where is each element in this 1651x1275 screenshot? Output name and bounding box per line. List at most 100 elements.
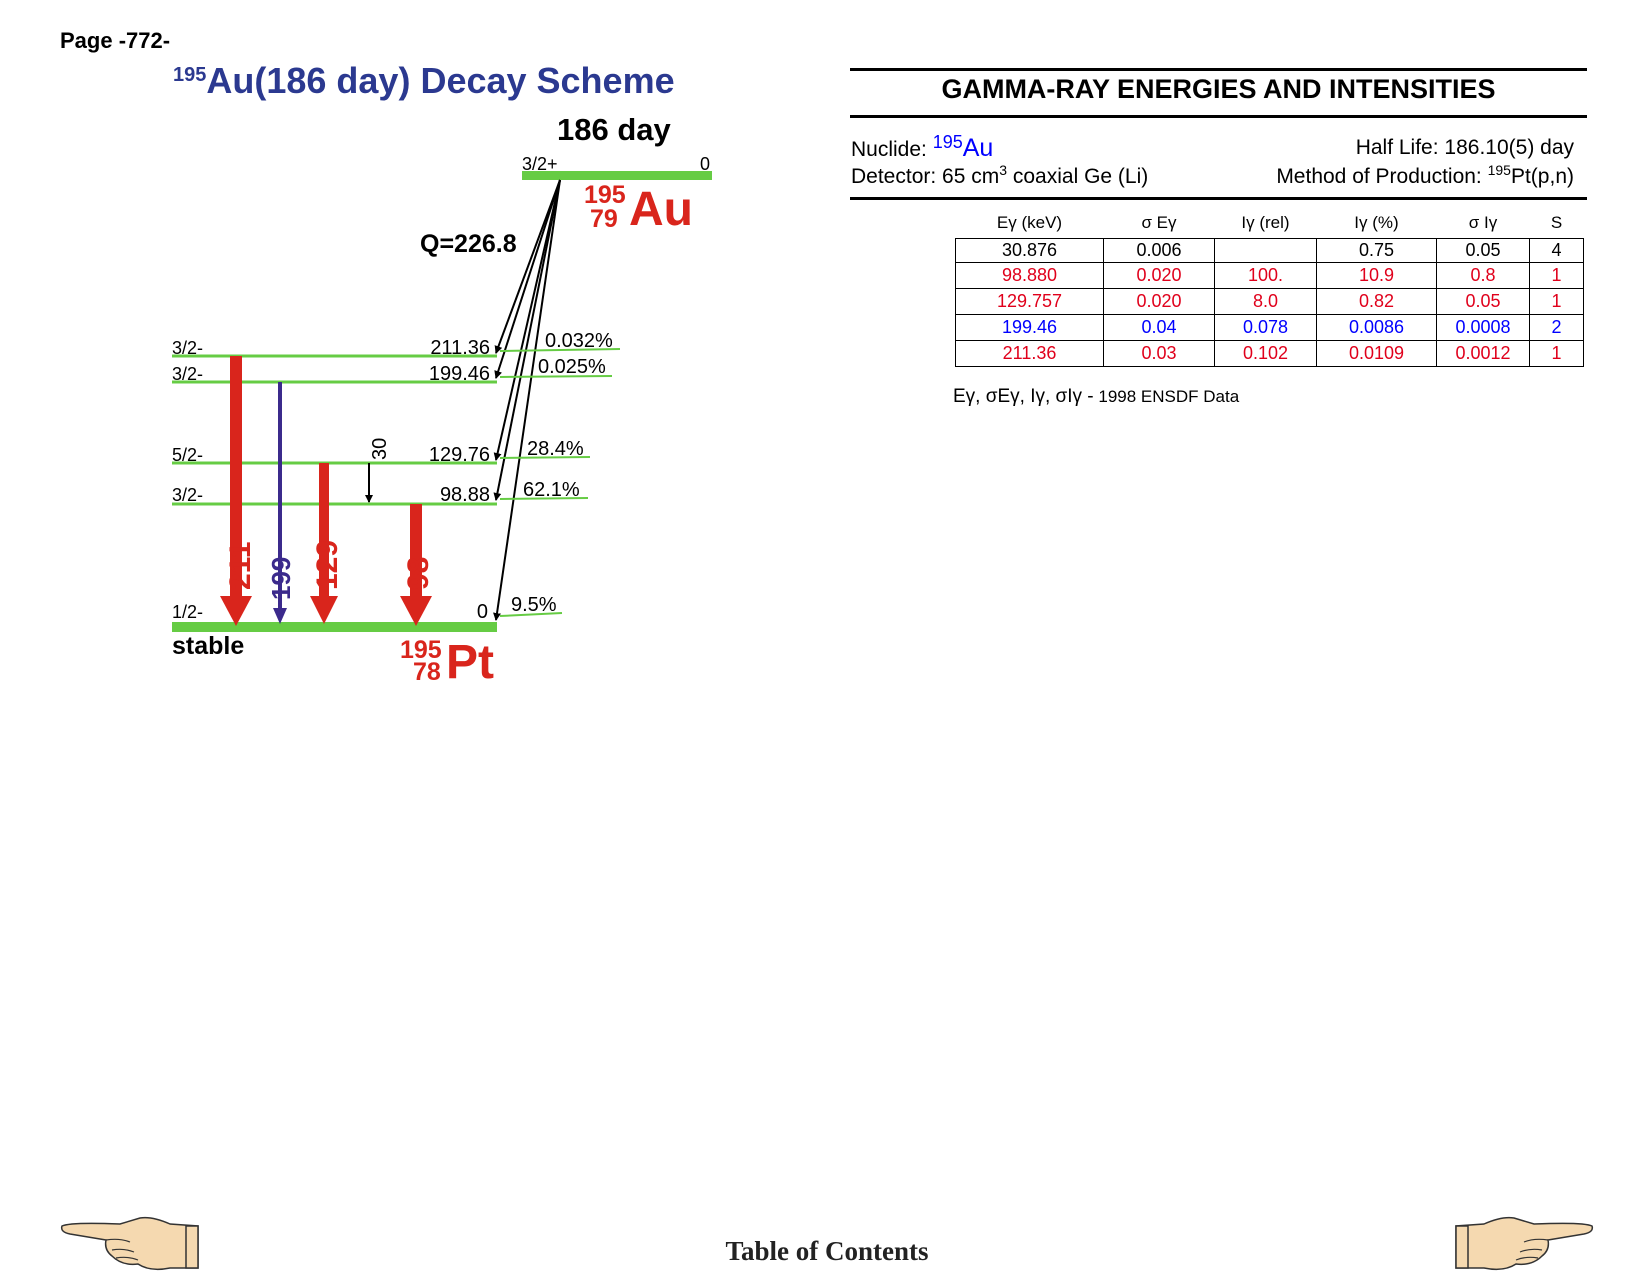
cell-energy-uncertainty: 0.04 (1103, 314, 1215, 341)
decay-scheme-diagram: 186 day 3/2+ 0 195 79 Au Q=226.8 3/2- 21… (172, 112, 712, 689)
cell-intensity-uncertainty: 0.0012 (1436, 340, 1530, 367)
scheme-title: 195Au(186 day) Decay Scheme (173, 60, 675, 102)
nuclide-info: Nuclide: 195Au (851, 132, 993, 163)
cell-s: 2 (1529, 314, 1584, 341)
cell-intensity-pct: 0.82 (1316, 288, 1437, 315)
level-199: 3/2- 199.46 0.025% (172, 356, 613, 385)
scheme-title-text: Au(186 day) Decay Scheme (206, 60, 675, 101)
cell-intensity-rel: 100. (1214, 262, 1317, 289)
q-value: Q=226.8 (420, 230, 517, 258)
level-199-spin: 3/2- (172, 364, 203, 384)
parent-spin: 3/2+ (522, 154, 558, 174)
table-row: 211.36 0.03 0.102 0.0109 0.0012 1 (955, 340, 1584, 367)
footnote-symbols: Eγ, σEγ, Iγ, σIγ - (953, 386, 1094, 407)
cell-energy: 30.876 (955, 238, 1104, 263)
ground-stable-label: stable (172, 632, 244, 660)
daughter-symbol: Pt (446, 636, 494, 689)
cell-energy: 211.36 (955, 340, 1104, 367)
detector-suffix: coaxial Ge (Li) (1007, 165, 1149, 188)
detector-prefix: Detector: 65 cm (851, 165, 1000, 188)
table-row: 30.876 0.006 0.75 0.05 4 (955, 238, 1584, 263)
daughter-mass: 195 (400, 636, 442, 664)
production-sup: 195 (1487, 162, 1511, 178)
previous-page-hand-icon[interactable] (60, 1216, 200, 1272)
cell-intensity-pct: 0.75 (1316, 238, 1437, 263)
parent-symbol: Au (629, 183, 693, 236)
cell-intensity-uncertainty: 0.0008 (1436, 314, 1530, 341)
cell-energy-uncertainty: 0.03 (1103, 340, 1215, 367)
level-98-spin: 3/2- (172, 485, 203, 505)
level-199-energy: 199.46 (429, 363, 490, 385)
level-211-energy: 211.36 (430, 337, 490, 359)
cell-energy: 98.880 (955, 262, 1104, 289)
production-prefix: Method of Production: (1276, 165, 1488, 188)
gamma-section-title: GAMMA-RAY ENERGIES AND INTENSITIES (941, 74, 1496, 104)
level-211-branch: 0.032% (545, 330, 613, 352)
gamma-129-label: 129 (311, 540, 344, 590)
scheme-title-mass: 195 (173, 64, 207, 86)
gamma-info-rule (850, 197, 1587, 200)
page-label: Page -772- (60, 28, 171, 53)
cell-intensity-uncertainty: 0.05 (1436, 288, 1530, 315)
table-of-contents-link[interactable]: Table of Contents (725, 1236, 929, 1266)
level-ground: 1/2- 0 9.5% stable (172, 594, 563, 660)
cell-intensity-pct: 10.9 (1316, 262, 1437, 289)
level-98-branch: 62.1% (523, 479, 580, 501)
header-energy: Eγ (keV) (996, 213, 1063, 232)
level-129-energy: 129.76 (429, 444, 490, 466)
gamma-table-header: Eγ (keV) σ Eγ Iγ (rel) Iγ (%) σ Iγ S (956, 208, 1584, 239)
cell-intensity-uncertainty: 0.05 (1436, 238, 1530, 263)
nuclide-symbol: Au (962, 134, 994, 162)
gamma-98-label: 98 (402, 557, 435, 590)
table-row: 98.880 0.020 100. 10.9 0.8 1 (955, 262, 1584, 289)
cell-energy-uncertainty: 0.020 (1103, 262, 1215, 289)
level-199-branch: 0.025% (538, 356, 606, 378)
gamma-table: Eγ (keV) σ Eγ Iγ (rel) Iγ (%) σ Iγ S 30.… (955, 208, 1584, 367)
detector-info: Detector: 65 cm3 coaxial Ge (Li) (851, 162, 1148, 189)
gamma-199: 199 (266, 382, 296, 624)
level-129-spin: 5/2- (172, 445, 203, 465)
table-row: 199.46 0.04 0.078 0.0086 0.0008 2 (955, 314, 1584, 341)
cell-s: 1 (1529, 288, 1584, 315)
half-life: Half Life: 186.10(5) day (1355, 136, 1574, 159)
level-98-energy: 98.88 (440, 484, 490, 506)
gamma-129: 129 (310, 463, 344, 624)
level-98: 3/2- 98.88 62.1% (172, 479, 589, 506)
cell-s: 1 (1529, 262, 1584, 289)
table-footnote: Eγ, σEγ, Iγ, σIγ - 1998 ENSDF Data (953, 386, 1239, 408)
cell-intensity-rel (1214, 238, 1317, 263)
parent-z: 79 (590, 205, 618, 233)
next-page-hand-icon[interactable] (1454, 1216, 1594, 1272)
gamma-30-label: 30 (369, 438, 391, 460)
production-suffix: Pt(p,n) (1510, 165, 1574, 188)
production-method: Method of Production: 195Pt(p,n) (1276, 162, 1574, 189)
parent-halflife: 186 day (557, 112, 672, 147)
daughter-z: 78 (413, 658, 441, 686)
cell-intensity-rel: 0.078 (1214, 314, 1317, 341)
parent-mass: 195 (584, 181, 626, 209)
gamma-top-rule (850, 68, 1587, 71)
nuclide-mass: 195 (932, 132, 963, 152)
cell-intensity-pct: 0.0086 (1316, 314, 1437, 341)
cell-intensity-pct: 0.0109 (1316, 340, 1437, 367)
parent-energy: 0 (700, 154, 710, 174)
level-ground-spin: 1/2- (172, 602, 203, 622)
gamma-98: 98 (400, 504, 435, 626)
cell-intensity-rel: 0.102 (1214, 340, 1317, 367)
gamma-211-label: 211 (224, 542, 257, 590)
nuclide-label: Nuclide: (851, 138, 933, 161)
cell-energy-uncertainty: 0.006 (1103, 238, 1215, 263)
level-129-branch: 28.4% (527, 438, 584, 460)
level-211-spin: 3/2- (172, 338, 203, 358)
cell-energy: 129.757 (955, 288, 1104, 315)
header-energy-uncertainty: σ Eγ (1141, 213, 1177, 232)
level-ground-energy: 0 (477, 601, 488, 623)
header-intensity-pct: Iγ (%) (1354, 213, 1399, 232)
gamma-title-rule (850, 115, 1587, 118)
header-intensity-uncertainty: σ Iγ (1468, 213, 1498, 232)
header-intensity-rel: Iγ (rel) (1241, 213, 1290, 232)
footnote-text: 1998 ENSDF Data (1093, 387, 1240, 406)
table-row: 129.757 0.020 8.0 0.82 0.05 1 (955, 288, 1584, 315)
level-211: 3/2- 211.36 0.032% (172, 330, 621, 359)
detector-sup: 3 (999, 162, 1008, 178)
